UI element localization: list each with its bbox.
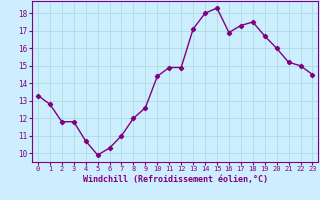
X-axis label: Windchill (Refroidissement éolien,°C): Windchill (Refroidissement éolien,°C) — [83, 175, 268, 184]
